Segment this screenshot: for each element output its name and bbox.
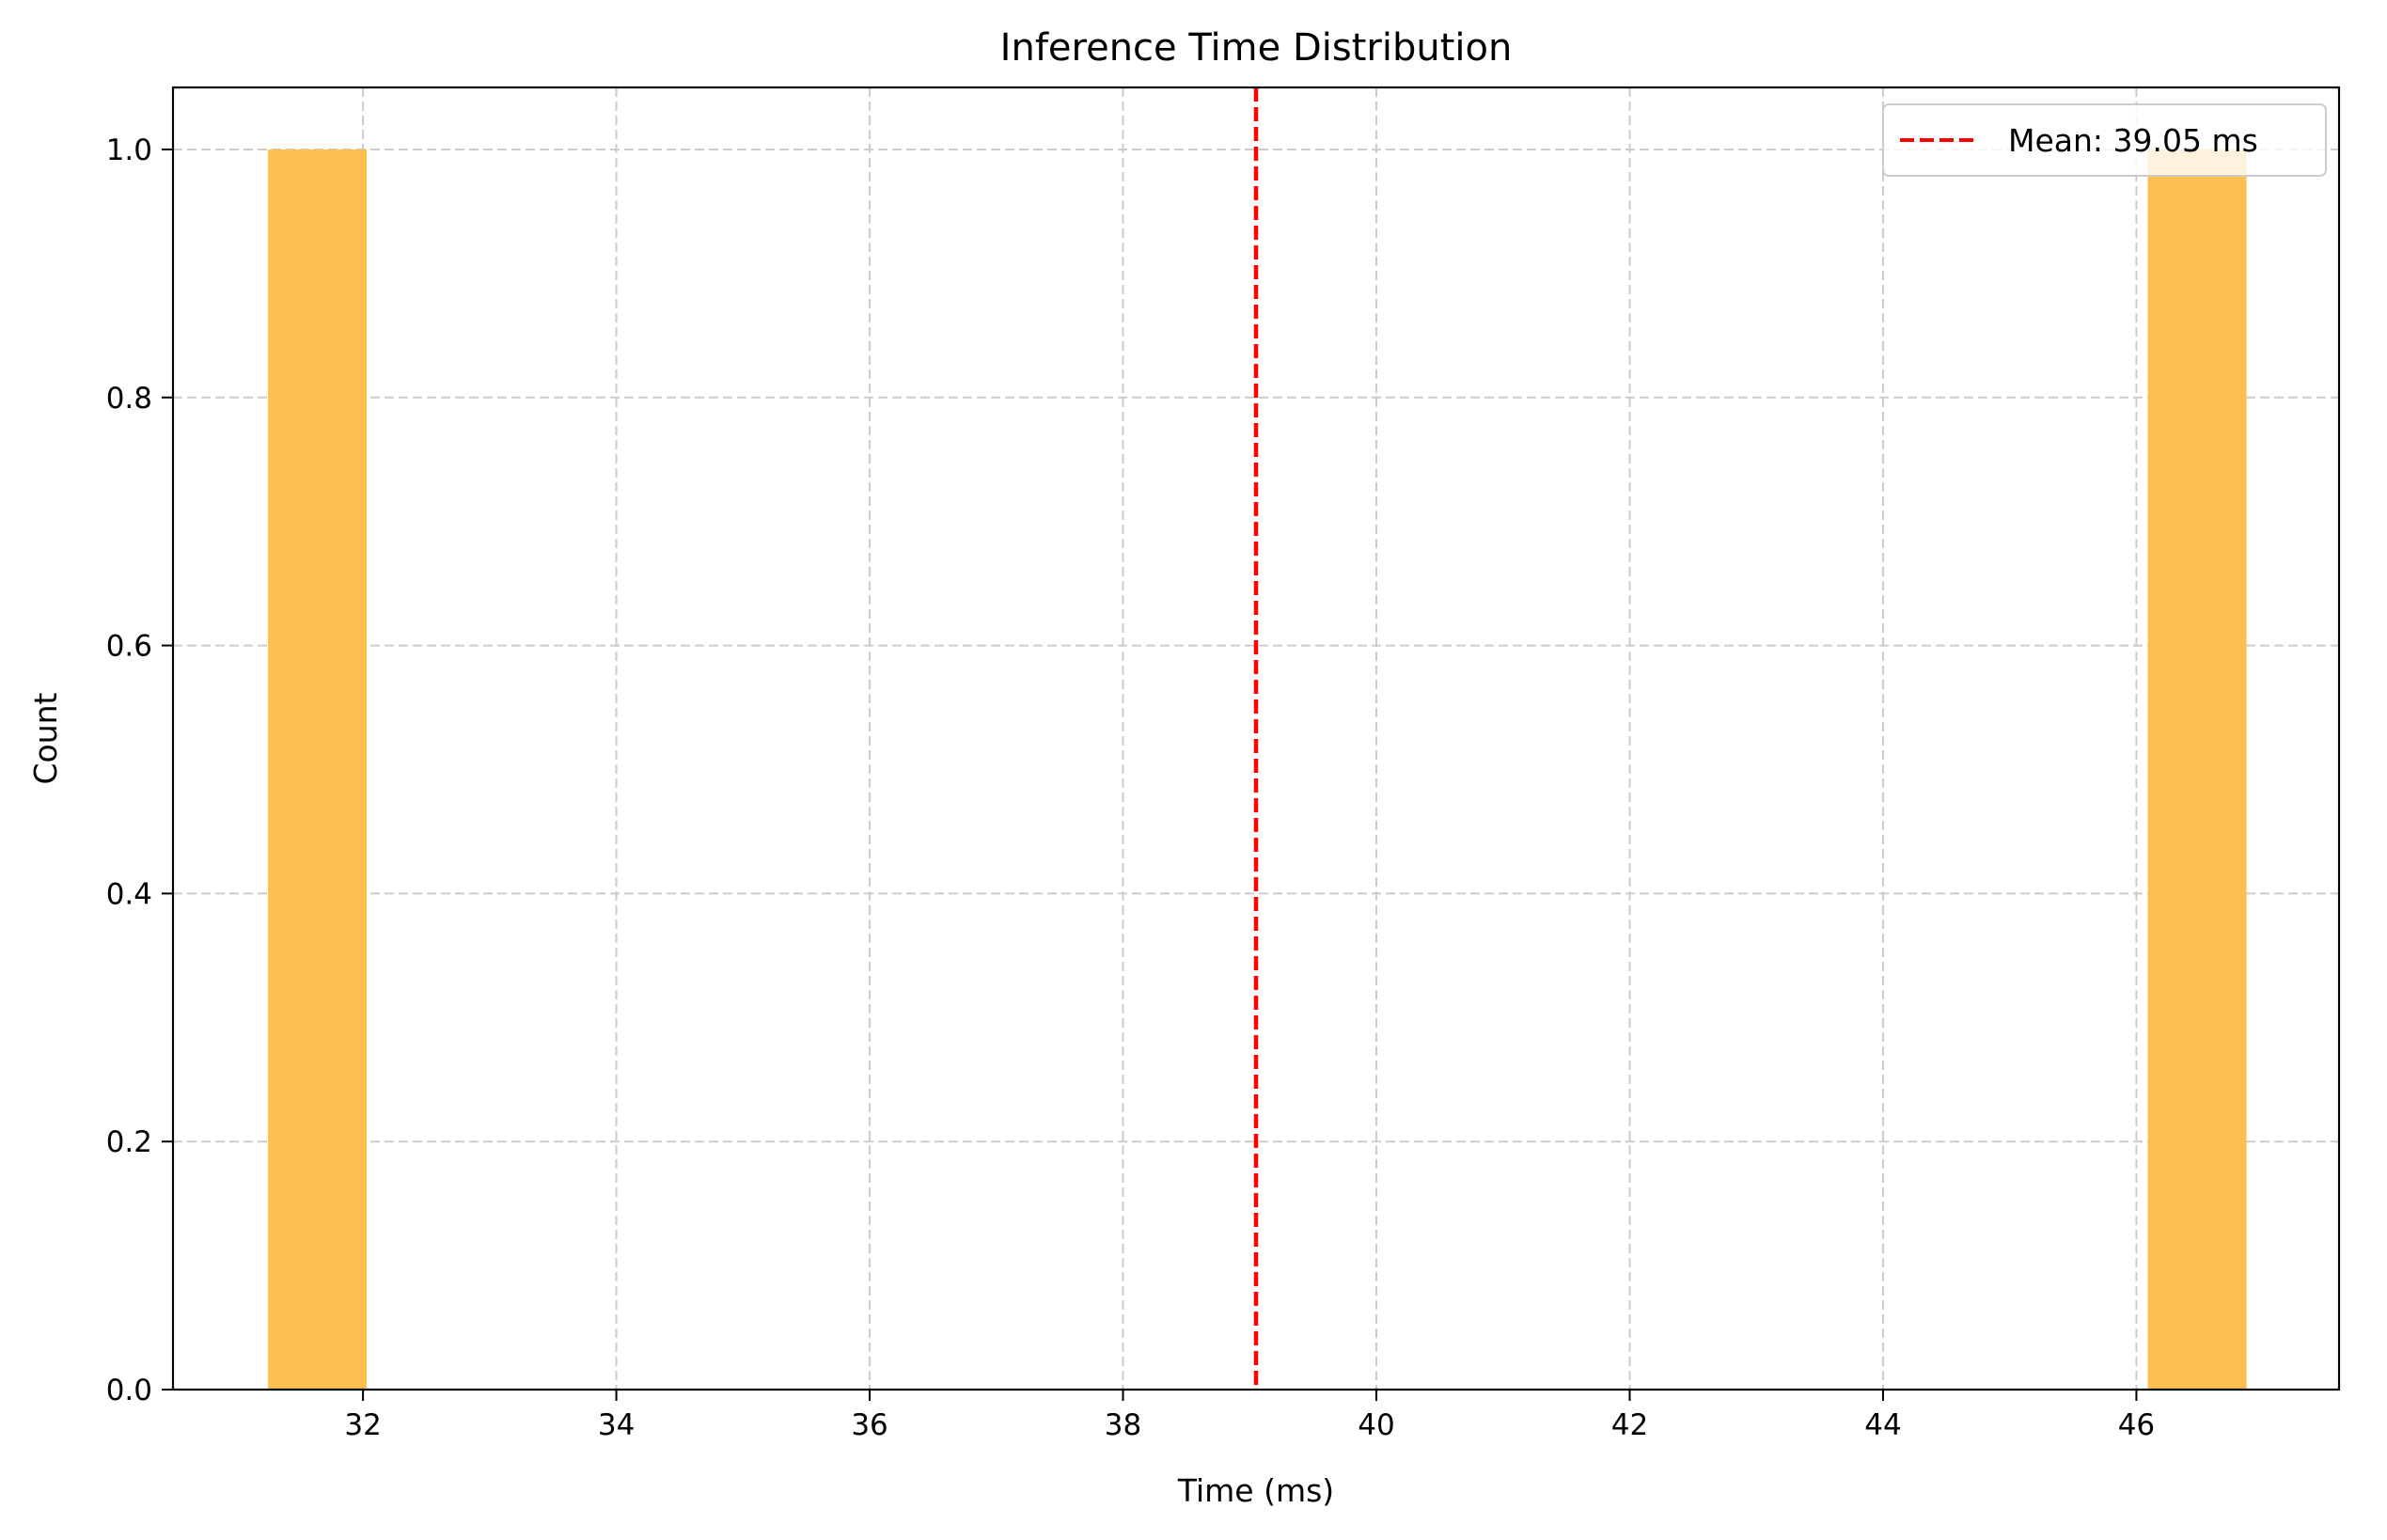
legend: Mean: 39.05 ms: [1882, 103, 2327, 177]
x-tick-label: 46: [2118, 1408, 2155, 1442]
histogram-bar: [2147, 149, 2247, 1390]
x-tick-label: 32: [344, 1408, 381, 1442]
x-tick-label: 38: [1105, 1408, 1141, 1442]
x-tick-label: 34: [598, 1408, 635, 1442]
y-tick-label: 0.2: [106, 1125, 152, 1159]
legend-mean-label: Mean: 39.05 ms: [2008, 122, 2258, 159]
y-tick-label: 0.6: [106, 630, 152, 664]
y-tick-label: 1.0: [106, 134, 152, 167]
x-tick-label: 40: [1358, 1408, 1394, 1442]
axis-ticks: 32 34 36 38 40 42 44 46 0.0 0.2 0.4 0.6 0.8 1.0: [106, 134, 2155, 1442]
x-axis-label: Time (ms): [1177, 1472, 1334, 1509]
chart-title: Inference Time Distribution: [1000, 26, 1513, 70]
x-tick-label: 44: [1864, 1408, 1901, 1442]
plot-frame: [171, 86, 2341, 1391]
y-axis-label: Count: [27, 692, 64, 784]
legend-box: [1882, 103, 2327, 177]
histogram-bar: [268, 149, 368, 1390]
y-tick-label: 0.8: [106, 382, 152, 416]
x-tick-label: 42: [1611, 1408, 1648, 1442]
y-tick-label: 0.4: [106, 877, 152, 911]
x-tick-label: 36: [851, 1408, 887, 1442]
histogram-bars: [268, 149, 2247, 1390]
y-tick-label: 0.0: [106, 1374, 152, 1407]
